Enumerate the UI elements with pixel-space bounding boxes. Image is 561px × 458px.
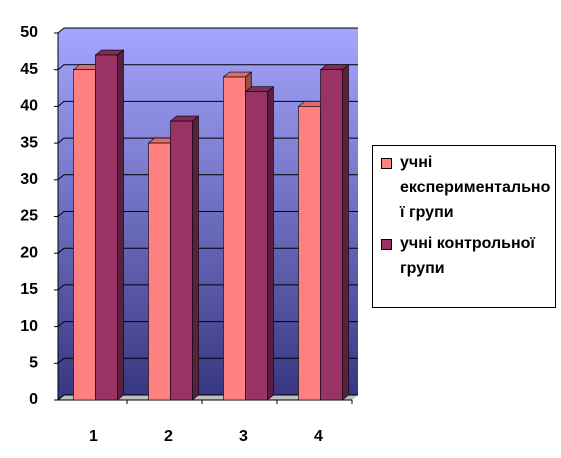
x-tick-label: 3 — [239, 428, 248, 445]
legend-label: учні контрольної групи — [400, 235, 535, 277]
bar-side — [117, 49, 124, 401]
grid-line — [57, 27, 358, 34]
legend: учні експериментальної групи учні контрол… — [372, 145, 556, 308]
bar — [95, 54, 118, 401]
bar — [320, 69, 343, 401]
legend-swatch — [381, 239, 392, 250]
y-tick-label: 0 — [29, 391, 38, 408]
bar — [73, 69, 96, 401]
bar — [170, 120, 193, 401]
plot-floor — [58, 395, 358, 400]
y-tick-label: 30 — [20, 171, 38, 188]
legend-label: учні експериментальної групи — [400, 154, 551, 221]
bar-side — [267, 86, 274, 401]
y-tick-label: 5 — [29, 355, 38, 372]
y-tick-label: 35 — [20, 134, 38, 151]
x-tick-label: 4 — [314, 428, 323, 445]
bar — [223, 76, 246, 401]
legend-item: учні контрольної групи — [381, 231, 551, 281]
legend-item: учні експериментальної групи — [381, 150, 551, 225]
bar — [298, 106, 321, 401]
y-tick-label: 45 — [20, 61, 38, 78]
bar-side — [192, 115, 199, 401]
y-tick-label: 40 — [20, 98, 38, 115]
grid-line — [57, 64, 358, 71]
y-tick-label: 20 — [20, 244, 38, 261]
bar — [148, 142, 171, 401]
y-tick-label: 10 — [20, 318, 38, 335]
legend-swatch — [381, 158, 392, 169]
y-tick-label: 15 — [20, 281, 38, 298]
y-tick-label: 50 — [20, 24, 38, 41]
bar — [245, 91, 268, 401]
x-tick-label: 1 — [89, 428, 98, 445]
y-tick-label: 25 — [20, 208, 38, 225]
bar-side — [342, 64, 349, 401]
x-tick-label: 2 — [164, 428, 173, 445]
plot-wall — [58, 28, 358, 400]
